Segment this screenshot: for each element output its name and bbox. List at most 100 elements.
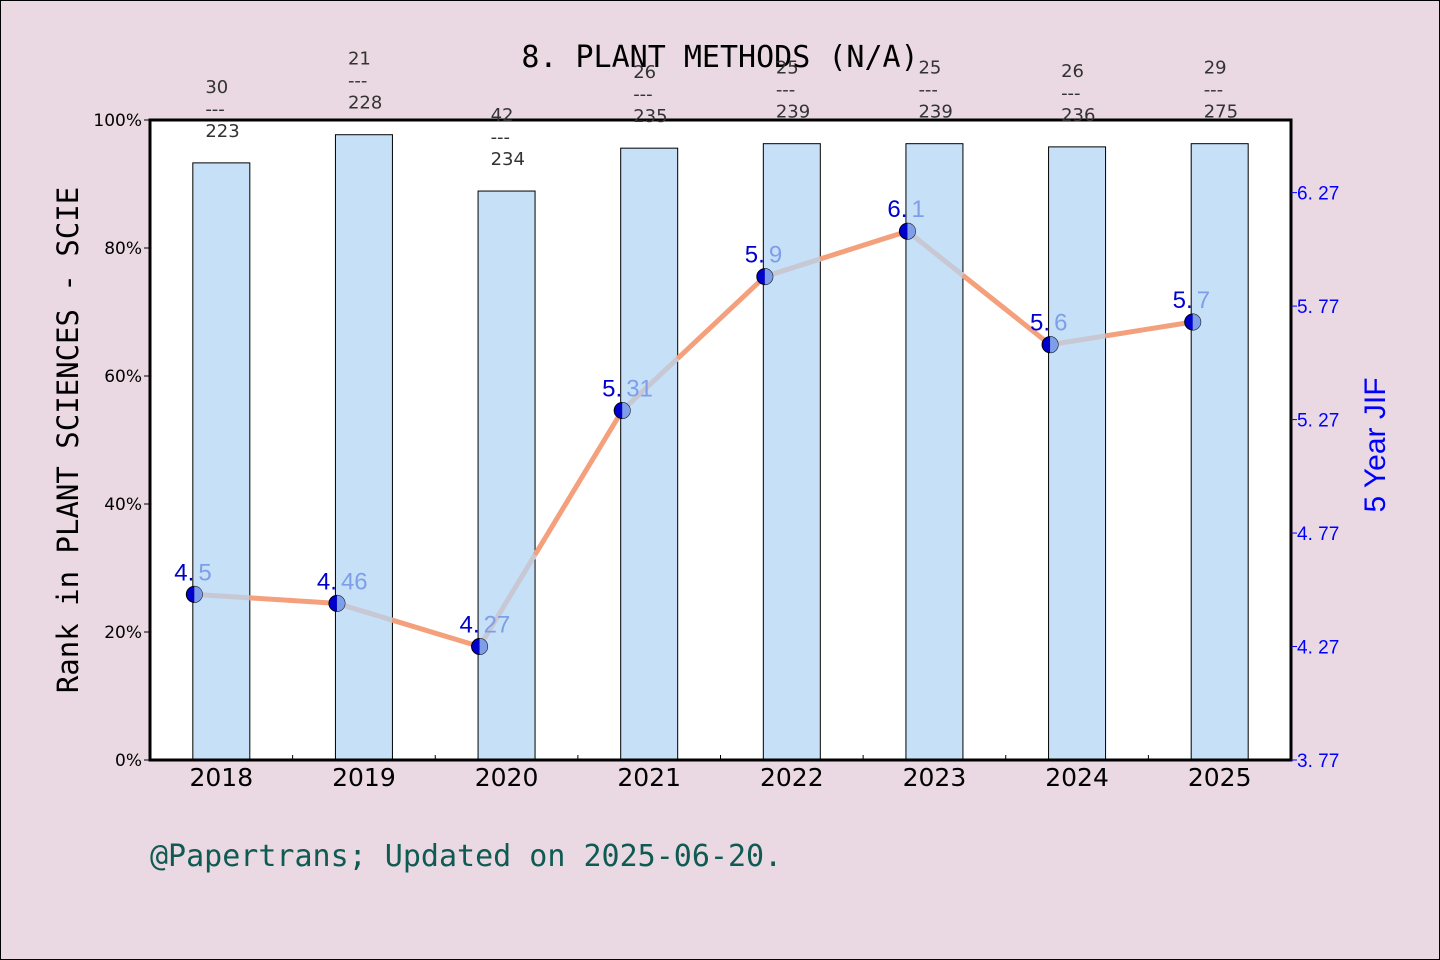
line-segment [675, 274, 767, 361]
point-label-dec: 7 [1197, 287, 1210, 314]
x-tick-label: 2025 [1188, 763, 1252, 792]
right-tick-label: 4. 27 [1297, 638, 1339, 659]
rank-total: 275 [1204, 102, 1238, 123]
line-segment [1049, 333, 1106, 348]
rank-total: 239 [918, 102, 952, 123]
line-segment [194, 591, 250, 601]
rank-divider: --- [491, 127, 511, 148]
x-axis-ticks: 2018 2019 2020 2021 2022 2023 2024 2025 [190, 755, 1252, 792]
point-labels: 4. 5 4. 464. 275. 315. 96. 15. 65. 7 [174, 196, 1210, 638]
rank-total: 223 [205, 121, 239, 142]
data-point-half [764, 268, 773, 285]
rank-divider: --- [918, 80, 938, 101]
rank-labels: 30---22321---22842---23426---23525---239… [205, 49, 1238, 170]
left-tick-label: 40% [104, 495, 142, 515]
point-label-int: 5. [602, 375, 622, 402]
x-tick-label: 2022 [760, 763, 824, 792]
rank-total: 239 [776, 102, 810, 123]
rank-divider: --- [348, 71, 368, 92]
plot-area [150, 120, 1291, 760]
point-label-dec: 1 [911, 196, 924, 223]
left-tick-label: 80% [104, 239, 142, 259]
bar-2021 [620, 147, 679, 761]
point-label-dec: 9 [769, 242, 782, 269]
point-label-dec: 5 [198, 559, 211, 586]
bar-2020 [477, 190, 536, 761]
left-tick-label: 60% [104, 367, 142, 387]
bar-2023 [905, 143, 964, 761]
x-tick-label: 2024 [1045, 763, 1109, 792]
left-axis-ticks: 0% 20% 40% 60% 80% 100% [93, 111, 150, 771]
data-point-half [336, 595, 345, 612]
right-tick-label: 6. 27 [1297, 184, 1339, 205]
right-tick-label: 5. 27 [1297, 411, 1339, 432]
right-axis-label: 5 Year JIF [1359, 377, 1392, 512]
point-label-int: 5. [745, 242, 765, 269]
line-series [185, 222, 1202, 656]
rank-total: 236 [1061, 105, 1095, 126]
line-segment [819, 228, 909, 262]
data-point-half [907, 223, 916, 240]
point-label-int: 5. [1030, 310, 1050, 337]
x-tick-label: 2018 [190, 763, 254, 792]
right-axis-ticks: 3. 77 4. 27 4. 77 5. 27 5. 77 6. 27 [1291, 184, 1339, 772]
point-label-int: 4. [174, 559, 194, 586]
rank-value: 26 [1061, 61, 1084, 82]
line-segment [1105, 319, 1194, 339]
data-point-half [194, 586, 203, 603]
data-point-half [622, 402, 631, 419]
rank-divider: --- [205, 99, 225, 120]
right-tick-label: 4. 77 [1297, 524, 1339, 545]
line-segment [620, 356, 680, 413]
rank-value: 21 [348, 49, 371, 70]
line-segment [905, 229, 965, 278]
rank-value: 26 [633, 62, 656, 83]
rank-total: 234 [491, 149, 525, 170]
rank-divider: --- [633, 84, 653, 105]
left-axis-label: Rank in PLANT SCIENCES - SCIE [51, 187, 85, 693]
x-tick-label: 2023 [903, 763, 967, 792]
footer-credit: @Papertrans; Updated on 2025-06-20. [150, 839, 782, 874]
right-tick-label: 5. 77 [1297, 297, 1339, 318]
line-segment [249, 595, 338, 606]
rank-divider: --- [1204, 80, 1224, 101]
rank-value: 25 [918, 58, 941, 79]
line-segment [961, 273, 1052, 347]
point-label-int: 4. [460, 612, 480, 639]
bar-2022 [762, 143, 821, 761]
line-segment [391, 617, 481, 649]
line-segment [336, 601, 394, 623]
left-tick-label: 100% [93, 111, 142, 131]
bar-2018 [192, 162, 251, 761]
data-point-half [479, 638, 488, 655]
line-segment [477, 553, 538, 648]
bar-2024 [1048, 146, 1107, 761]
line-segment [764, 256, 822, 279]
left-tick-label: 0% [115, 751, 142, 771]
left-tick-label: 20% [104, 623, 142, 643]
bar-2019 [334, 134, 393, 761]
x-tick-label: 2021 [617, 763, 681, 792]
right-tick-label: 3. 77 [1297, 751, 1339, 772]
rank-total: 228 [348, 93, 382, 114]
chart-title: 8. PLANT METHODS (N/A) [521, 40, 918, 75]
point-label-dec: 31 [626, 375, 653, 402]
rank-divider: --- [776, 80, 796, 101]
rank-value: 29 [1204, 58, 1227, 79]
point-label-dec: 46 [341, 568, 368, 595]
rank-divider: --- [1061, 83, 1081, 104]
rank-value: 42 [491, 105, 514, 126]
point-label-dec: 27 [484, 612, 511, 639]
rank-value: 30 [205, 77, 228, 98]
point-label-dec: 6 [1054, 310, 1067, 337]
data-point-half [1192, 313, 1201, 330]
data-point-half [1050, 336, 1059, 353]
bar-2025 [1190, 143, 1249, 761]
line-segment [532, 409, 625, 556]
point-label-int: 4. [317, 568, 337, 595]
rank-value: 25 [776, 58, 799, 79]
point-label-int: 5. [1173, 287, 1193, 314]
rank-total: 235 [633, 106, 667, 127]
x-tick-label: 2020 [475, 763, 539, 792]
